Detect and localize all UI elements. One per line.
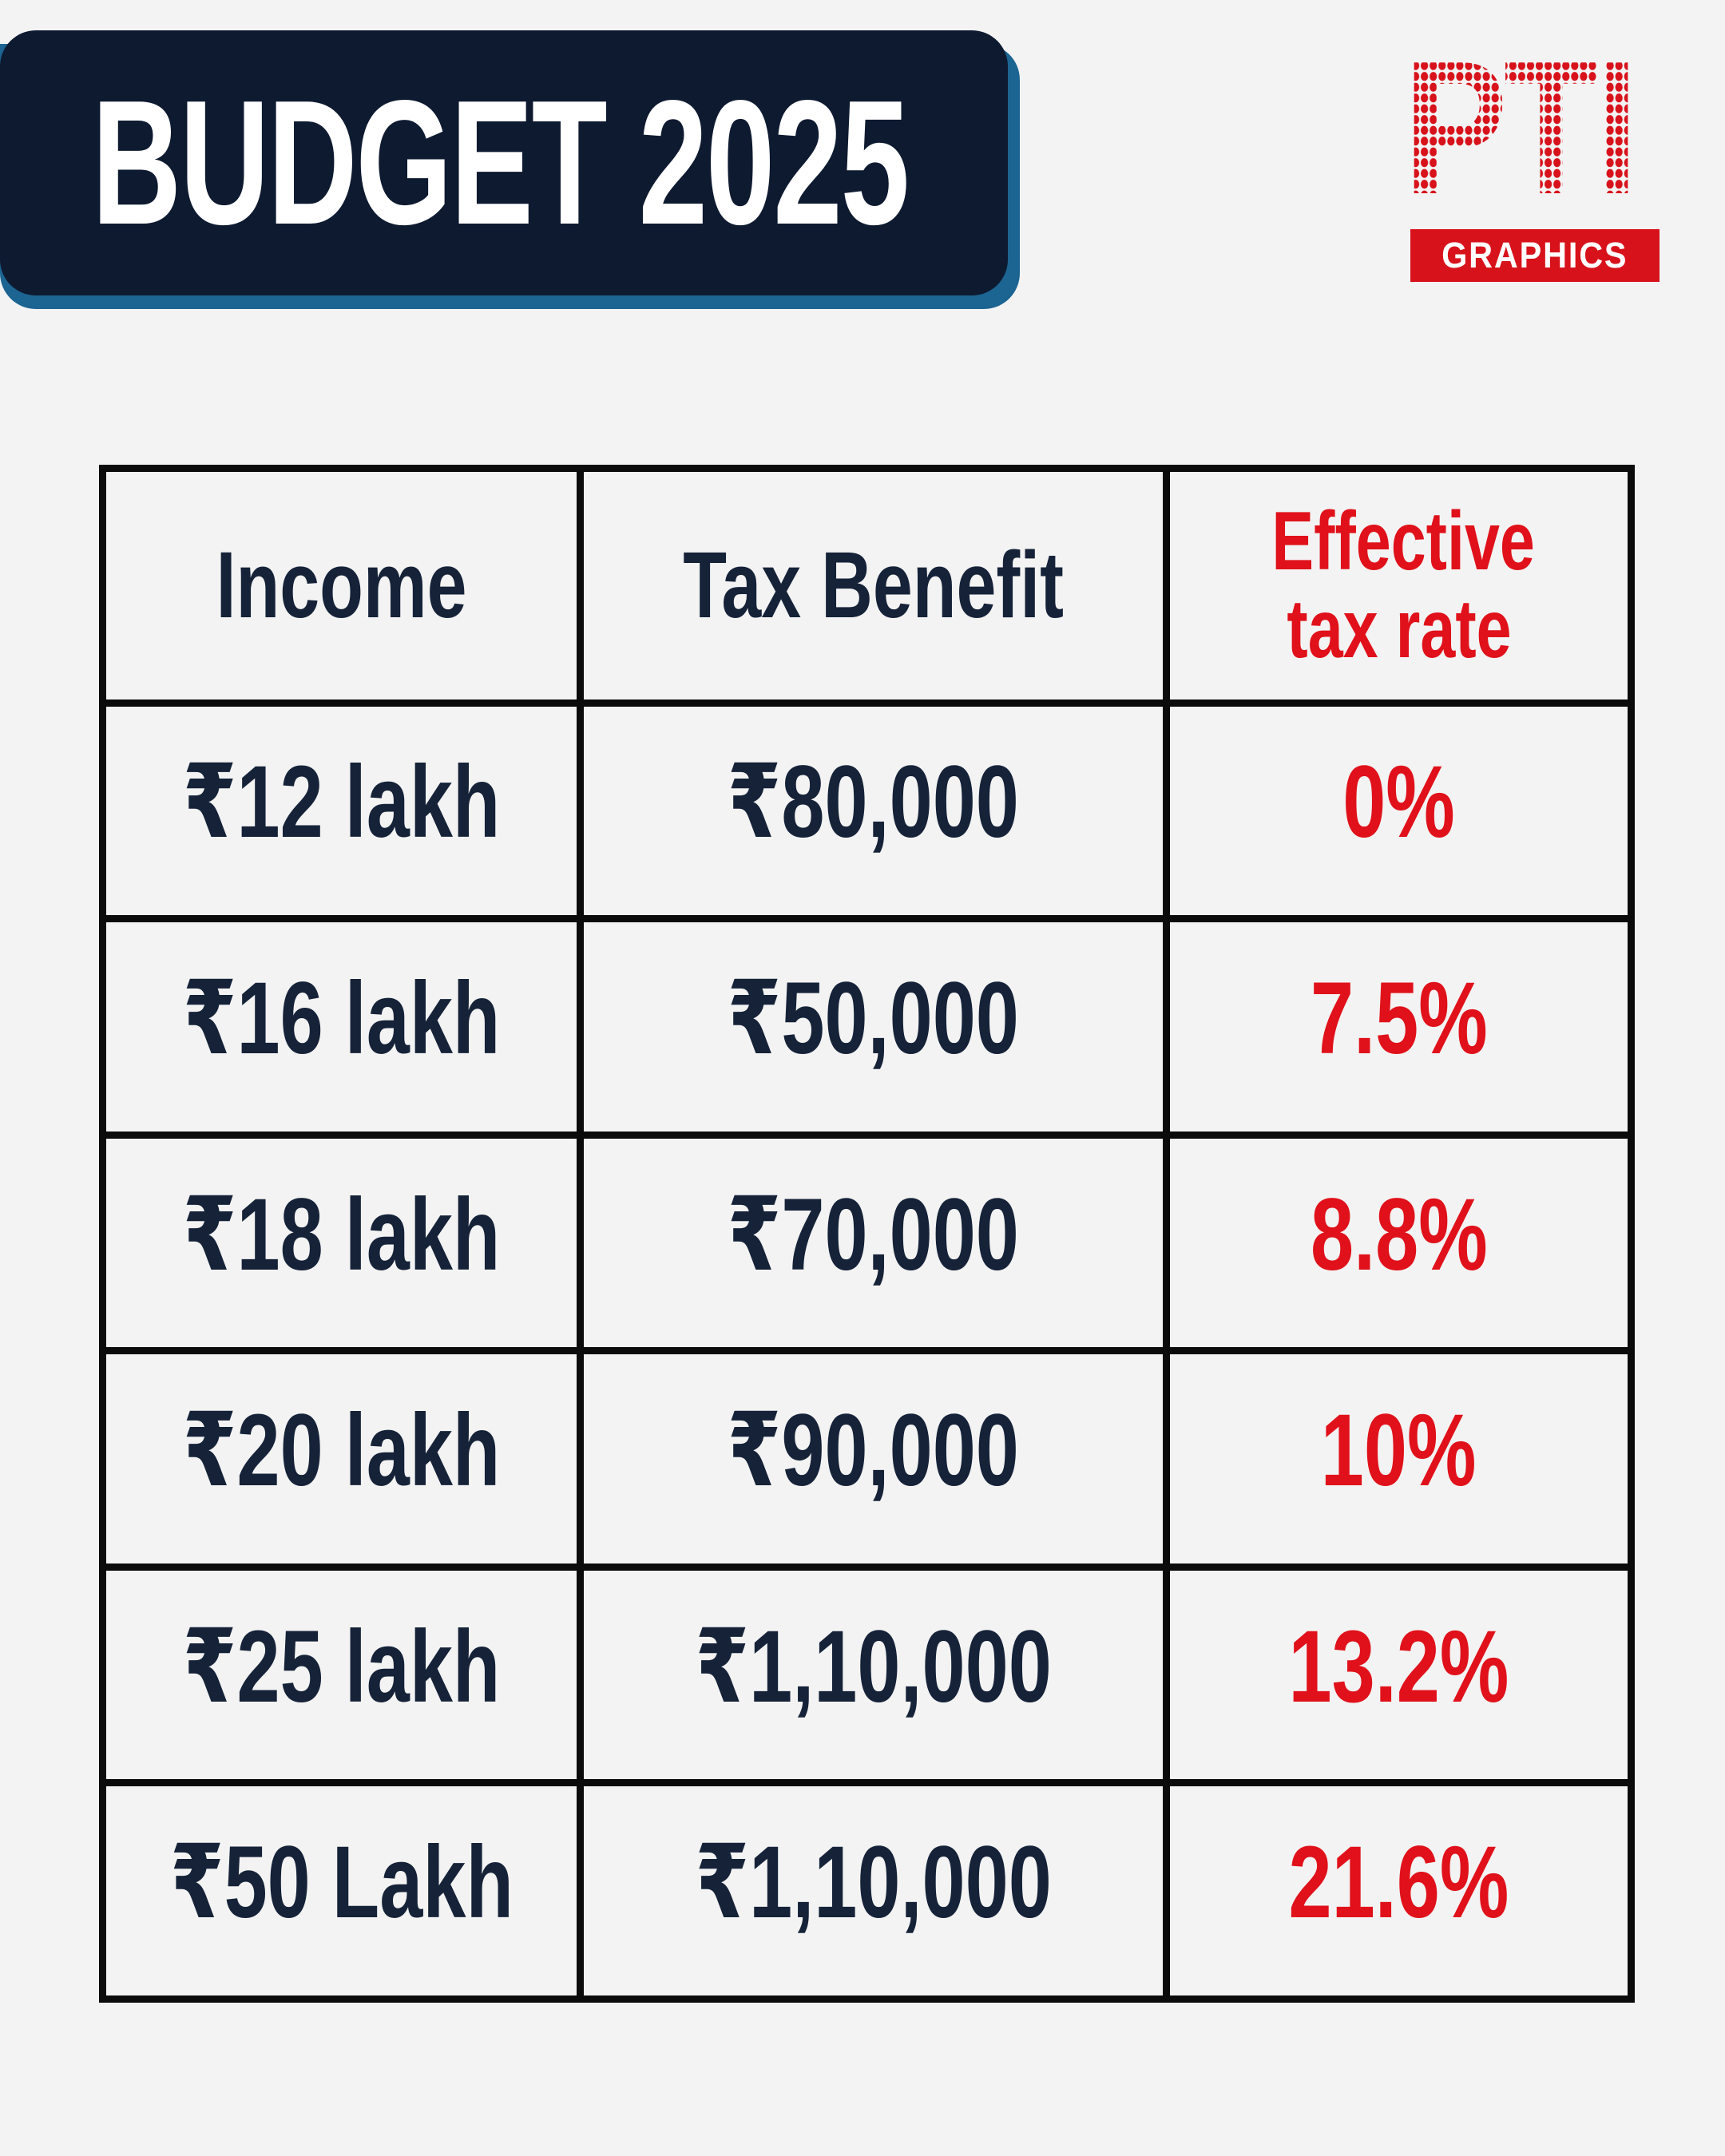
- income-cell: ₹18 lakh: [99, 1131, 584, 1355]
- rate-cell: 0%: [1163, 699, 1635, 923]
- benefit-header: Tax Benefit: [577, 465, 1170, 707]
- rate-header: Effective tax rate: [1163, 465, 1635, 707]
- table-row: ₹18 lakh ₹70,000 8.8%: [99, 1131, 1635, 1355]
- pti-logo-text: PTI: [1404, 50, 1635, 233]
- table-header-row: Income Tax Benefit Effective tax rate: [99, 465, 1635, 707]
- income-cell: ₹12 lakh: [99, 699, 584, 923]
- page-title: BUDGET 2025: [92, 64, 910, 262]
- benefit-cell: ₹1,10,000: [577, 1779, 1170, 2003]
- benefit-cell: ₹70,000: [577, 1131, 1170, 1355]
- graphics-badge: GRAPHICS: [1410, 229, 1660, 282]
- table-row: ₹50 Lakh ₹1,10,000 21.6%: [99, 1779, 1635, 2003]
- rate-cell: 10%: [1163, 1347, 1635, 1571]
- tax-table: Income Tax Benefit Effective tax rate ₹1…: [99, 465, 1635, 2003]
- benefit-cell: ₹90,000: [577, 1347, 1170, 1571]
- table-row: ₹12 lakh ₹80,000 0%: [99, 699, 1635, 923]
- income-cell: ₹16 lakh: [99, 915, 584, 1139]
- income-cell: ₹25 lakh: [99, 1563, 584, 1787]
- benefit-cell: ₹80,000: [577, 699, 1170, 923]
- table-row: ₹16 lakh ₹50,000 7.5%: [99, 915, 1635, 1139]
- graphics-badge-label: GRAPHICS: [1441, 235, 1628, 275]
- budget-banner: BUDGET 2025: [0, 30, 1008, 295]
- benefit-cell: ₹50,000: [577, 915, 1170, 1139]
- income-header: Income: [99, 465, 584, 707]
- table-row: ₹25 lakh ₹1,10,000 13.2%: [99, 1563, 1635, 1787]
- rate-cell: 21.6%: [1163, 1779, 1635, 2003]
- benefit-cell: ₹1,10,000: [577, 1563, 1170, 1787]
- table-row: ₹20 lakh ₹90,000 10%: [99, 1347, 1635, 1571]
- income-cell: ₹20 lakh: [99, 1347, 584, 1571]
- income-cell: ₹50 Lakh: [99, 1779, 584, 2003]
- rate-cell: 8.8%: [1163, 1131, 1635, 1355]
- rate-cell: 7.5%: [1163, 915, 1635, 1139]
- pti-logo-icon: PTI: [1402, 50, 1666, 289]
- rate-cell: 13.2%: [1163, 1563, 1635, 1787]
